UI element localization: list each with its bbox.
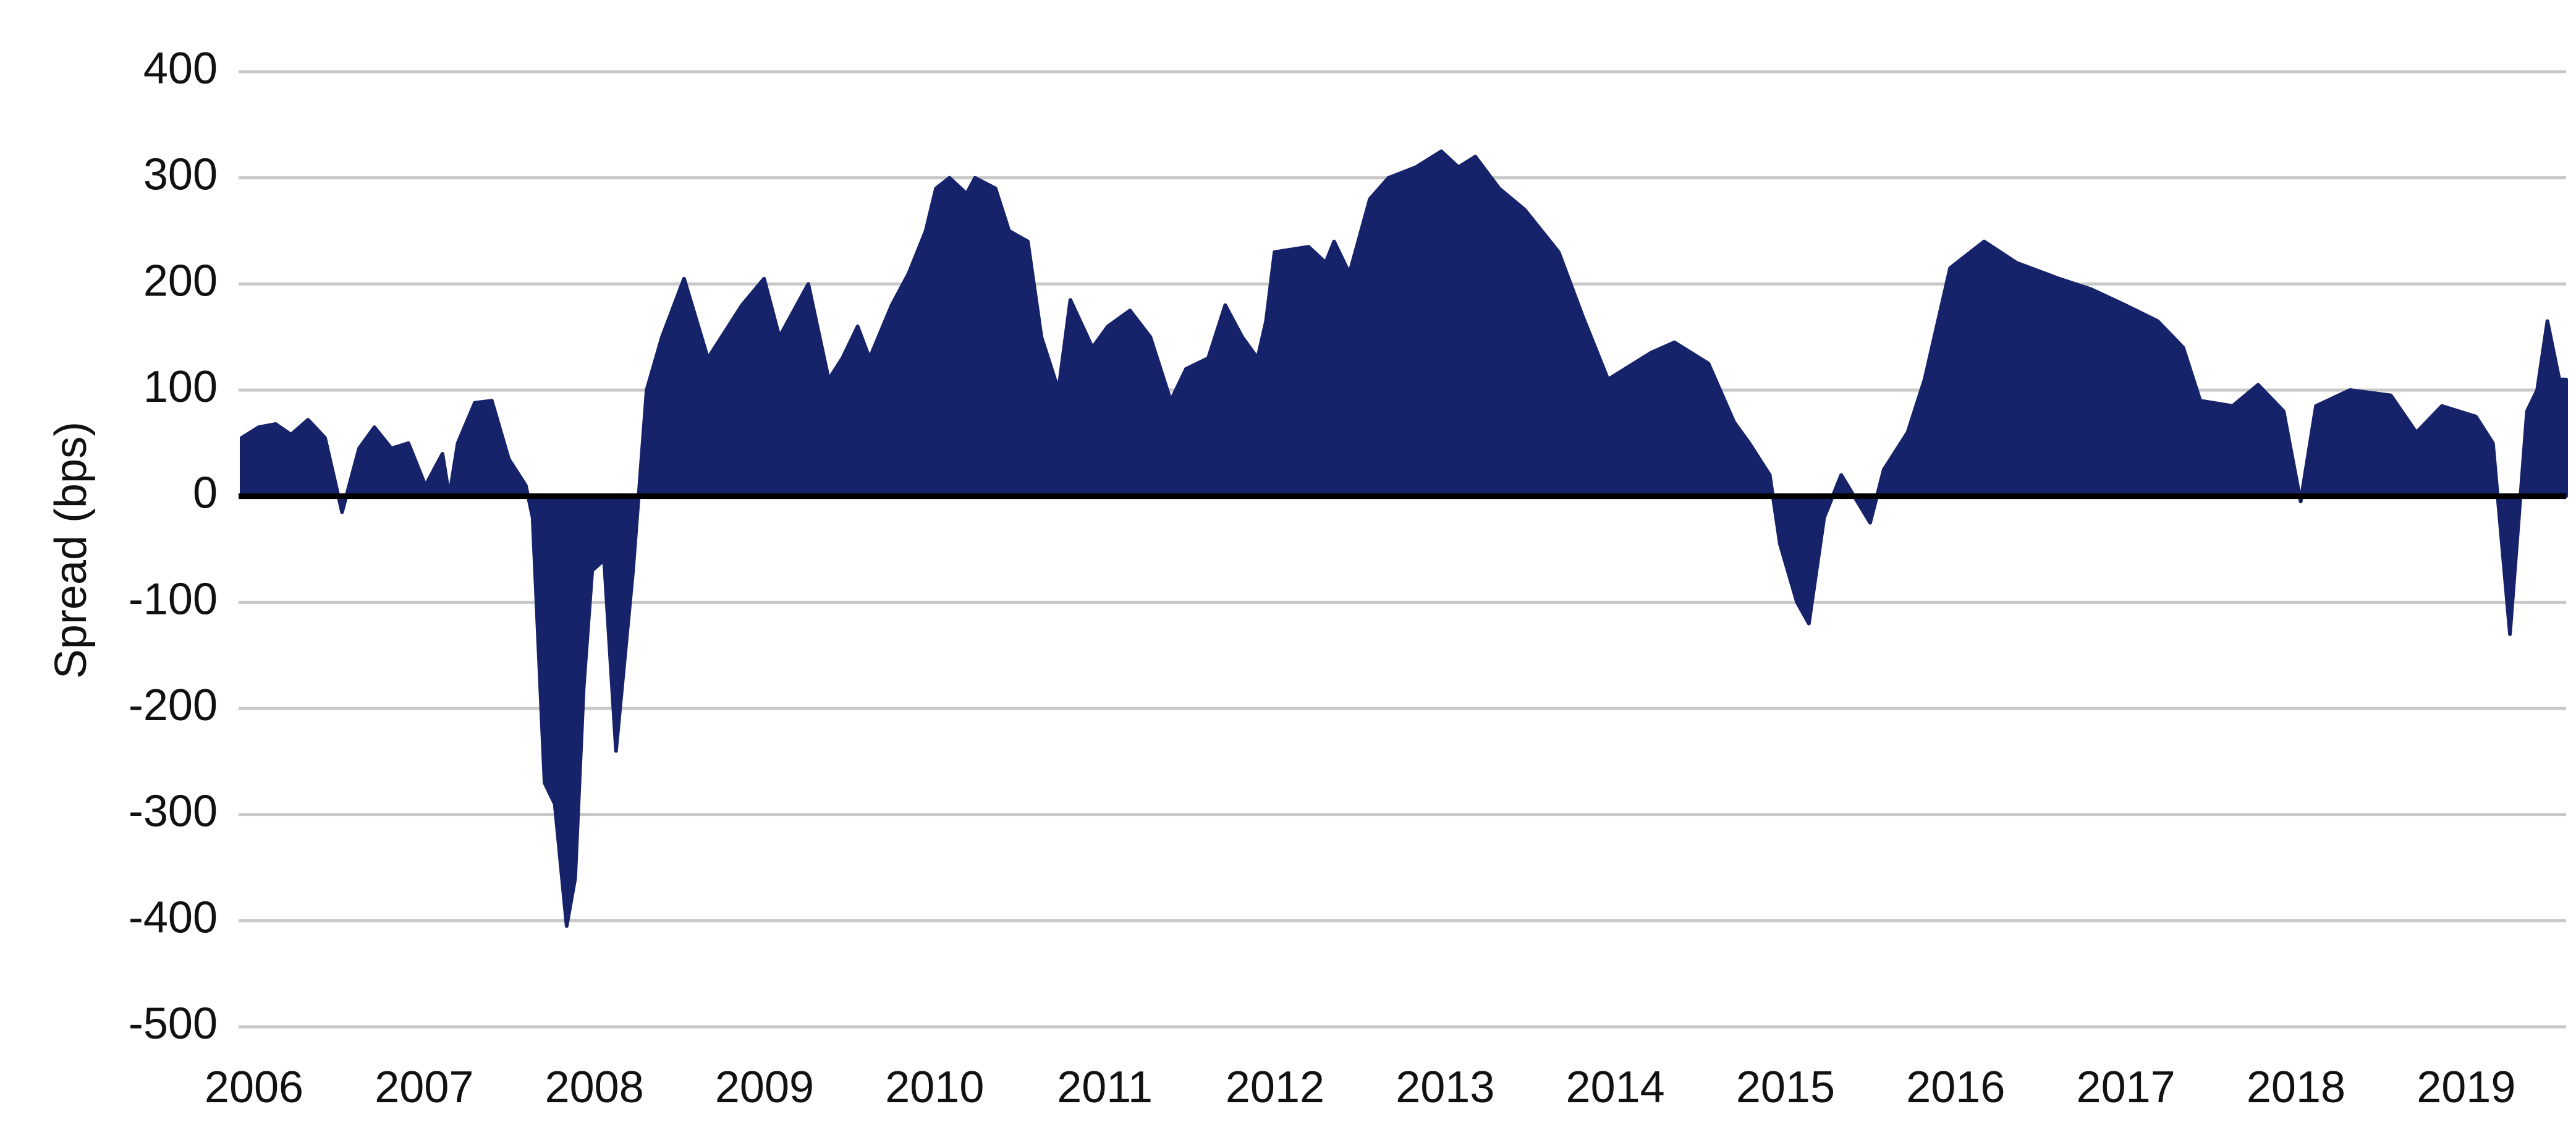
y-tick-label: 100 (143, 362, 218, 412)
x-tick-label: 2012 (1226, 1063, 1324, 1112)
x-tick-label: 2019 (2417, 1063, 2515, 1112)
x-tick-label: 2016 (1906, 1063, 2005, 1112)
x-tick-label: 2006 (205, 1063, 303, 1112)
x-tick-label: 2011 (1057, 1063, 1153, 1112)
y-tick-label: -100 (129, 574, 218, 624)
y-tick-label: -200 (129, 681, 218, 730)
x-tick-label: 2018 (2247, 1063, 2345, 1112)
x-tick-label: 2009 (715, 1063, 814, 1112)
y-tick-label: 0 (193, 469, 218, 518)
y-axis-title: Spread (bps) (46, 422, 96, 679)
x-tick-label: 2013 (1396, 1063, 1494, 1112)
x-tick-label: 2010 (885, 1063, 984, 1112)
y-tick-label: 200 (143, 256, 218, 305)
x-tick-label: 2007 (375, 1063, 473, 1112)
x-tick-label: 2017 (2077, 1063, 2176, 1112)
y-tick-label: 400 (143, 44, 218, 93)
area (240, 149, 2568, 928)
x-tick-label: 2015 (1736, 1063, 1835, 1112)
y-tick-label: -400 (129, 893, 218, 942)
y-tick-label: -500 (129, 999, 218, 1048)
y-tick-label: 300 (143, 150, 218, 200)
x-tick-label: 2008 (545, 1063, 644, 1112)
x-tick-label: 2014 (1566, 1063, 1665, 1112)
y-tick-label: -300 (129, 787, 218, 836)
